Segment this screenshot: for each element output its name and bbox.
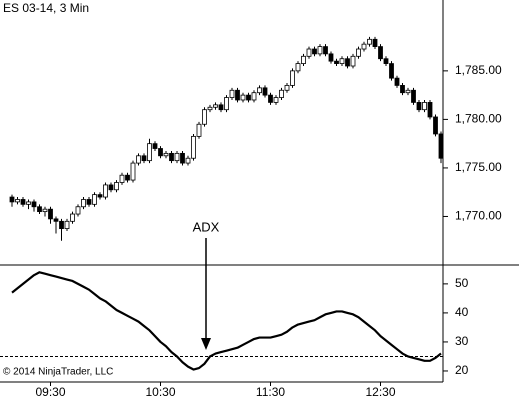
y-tick-label: 40	[455, 305, 469, 319]
candle-body	[246, 94, 251, 101]
candle-body	[433, 116, 438, 135]
candle-body	[356, 48, 361, 57]
chart-title: ES 03-14, 3 Min	[3, 1, 89, 15]
candle-body	[59, 220, 64, 229]
x-tick-label: 11:30	[256, 385, 285, 399]
candle-body	[339, 58, 345, 64]
candle-body	[411, 89, 416, 103]
candle-body	[114, 182, 119, 191]
y-tick-label: 50	[455, 276, 469, 290]
y-tick-label: 1,770.00	[455, 209, 502, 223]
candle-body	[235, 89, 240, 101]
candle-body	[31, 201, 37, 208]
y-tick-label: 1,775.00	[455, 160, 502, 174]
candle-body	[268, 94, 273, 103]
candle-body	[279, 89, 284, 98]
candle-body	[174, 152, 180, 162]
candle-body	[438, 133, 444, 159]
candle-body	[361, 43, 367, 50]
candle-body	[213, 104, 218, 108]
candle-body	[70, 213, 75, 222]
candle-body	[240, 94, 246, 101]
candle-body	[15, 199, 20, 203]
y-tick-label: 30	[455, 334, 469, 348]
candle-body	[427, 102, 433, 118]
candle-body	[345, 58, 350, 67]
candle-body	[26, 201, 31, 205]
candle-body	[196, 123, 202, 137]
candle-body	[295, 63, 301, 72]
candle-body	[20, 199, 26, 205]
x-tick-label: 10:30	[145, 385, 175, 399]
candle-body	[147, 143, 152, 162]
candle-body	[328, 53, 334, 62]
candle-body	[163, 152, 169, 157]
candle-body	[136, 155, 141, 164]
candle-body	[350, 55, 356, 67]
candle-body	[224, 97, 229, 111]
candle-body	[53, 218, 59, 222]
candle-body	[125, 174, 130, 181]
candle-body	[103, 184, 108, 198]
candle-body	[301, 55, 306, 64]
candle-body	[273, 97, 279, 103]
candle-body	[405, 89, 411, 94]
candle-body	[158, 148, 163, 157]
candle-body	[312, 48, 317, 55]
candle-body	[317, 46, 323, 55]
candle-body	[64, 220, 70, 229]
candle-body	[372, 38, 378, 47]
candle-body	[378, 46, 383, 60]
candle-body	[119, 174, 125, 183]
candle-body	[191, 135, 196, 159]
candle-body	[262, 87, 268, 96]
candle-body	[42, 208, 48, 213]
adx-line	[11, 271, 442, 371]
candle-body	[86, 199, 92, 205]
candle-body	[257, 87, 262, 94]
candle-body	[229, 89, 235, 98]
candle-body	[37, 206, 42, 213]
candle-body	[218, 104, 224, 111]
candle-body	[422, 102, 427, 111]
candle-body	[251, 92, 257, 101]
candle-body	[108, 184, 114, 191]
candle-body	[400, 85, 405, 94]
candle-body	[185, 157, 191, 164]
candle-body	[334, 60, 339, 64]
candle-body	[180, 152, 185, 164]
candle-body	[389, 63, 394, 79]
candle-body	[207, 106, 213, 111]
x-tick-label: 12:30	[365, 385, 395, 399]
y-tick-label: 20	[455, 363, 469, 377]
candle-body	[290, 70, 295, 86]
candle-body	[416, 102, 422, 111]
footer: © 2014 NinjaTrader, LLC	[3, 367, 113, 378]
candle-body	[141, 155, 147, 162]
candle-body	[367, 38, 372, 45]
candle-body	[48, 208, 53, 220]
candle-body	[9, 196, 15, 203]
annotation: ADX	[193, 219, 220, 234]
candle-body	[306, 48, 312, 57]
candle-body	[202, 109, 207, 125]
candle-body	[394, 77, 400, 86]
candle-body	[97, 194, 103, 198]
candle-body	[323, 46, 328, 55]
candle-body	[81, 199, 86, 208]
candle-body	[169, 152, 174, 162]
y-tick-label: 1,785.00	[455, 63, 502, 77]
candle-body	[92, 194, 97, 205]
candle-body	[152, 143, 158, 149]
candle-body	[383, 58, 389, 64]
candle-body	[284, 85, 290, 91]
candle-body	[130, 162, 136, 181]
x-tick-label: 09:30	[35, 385, 65, 399]
y-tick-label: 1,780.00	[455, 112, 502, 126]
candle-body	[75, 206, 81, 215]
arrow-head	[201, 338, 211, 350]
